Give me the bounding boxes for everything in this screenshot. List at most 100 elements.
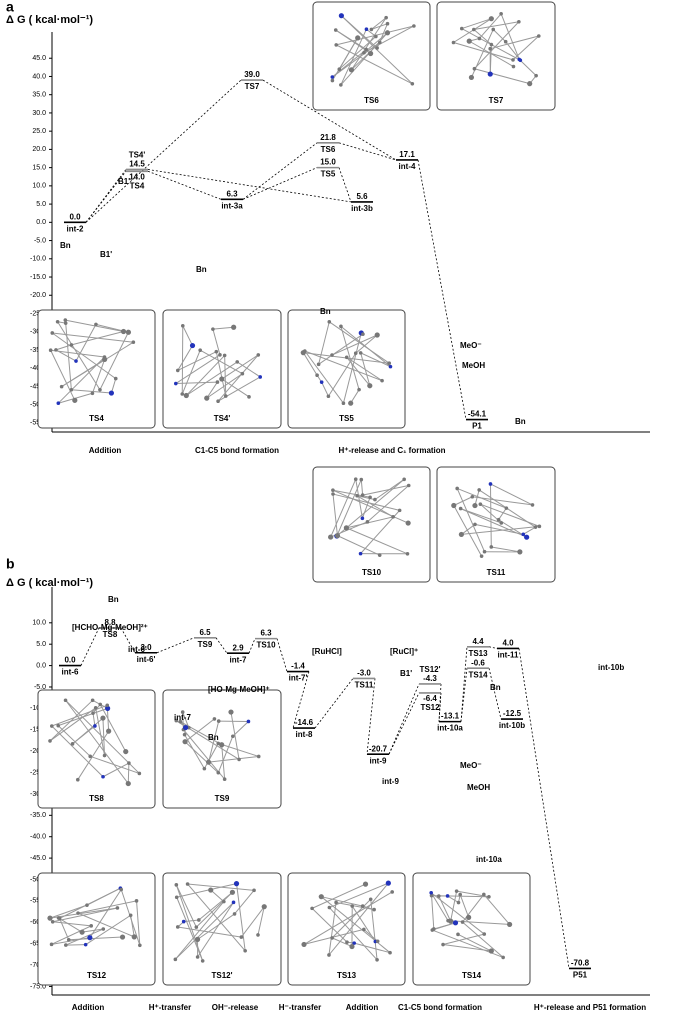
bond	[500, 13, 520, 60]
atom	[223, 394, 228, 398]
atom	[333, 28, 338, 32]
atom	[330, 75, 335, 79]
atom	[93, 706, 98, 710]
atom	[195, 955, 200, 959]
atom	[479, 554, 484, 558]
bond	[217, 736, 234, 773]
bond	[329, 882, 389, 909]
bond	[332, 493, 338, 536]
state-label: int-6	[62, 668, 79, 677]
atom	[374, 34, 378, 39]
atom	[189, 342, 196, 349]
annotation: int-6'	[128, 645, 147, 654]
atom	[48, 739, 52, 743]
atom	[501, 955, 505, 960]
atom	[377, 553, 382, 557]
bond	[523, 526, 536, 535]
bond	[328, 907, 378, 961]
bond	[49, 707, 96, 742]
atom	[362, 50, 366, 55]
bond	[177, 926, 242, 938]
energy-value-label: 4.0	[502, 639, 514, 648]
atom	[348, 67, 355, 73]
bond	[498, 507, 507, 520]
bond	[176, 883, 237, 898]
atom	[339, 324, 343, 329]
energy-value-label: -70.8	[571, 959, 590, 968]
bond	[203, 743, 219, 769]
bond	[184, 734, 205, 769]
atom	[405, 520, 411, 526]
annotation: Bn	[108, 595, 119, 604]
atom	[101, 774, 105, 779]
atom	[360, 904, 365, 908]
atom	[88, 754, 93, 759]
state-label: TS4	[130, 181, 145, 190]
atom	[341, 401, 346, 406]
bond	[362, 485, 409, 496]
bond	[302, 352, 318, 376]
atom	[301, 941, 307, 948]
state-label: int-6'	[137, 655, 156, 664]
atom	[175, 925, 180, 929]
atom	[364, 47, 369, 52]
atom	[83, 942, 88, 947]
energy-value-label: -3.0	[357, 669, 371, 678]
atom	[534, 73, 538, 78]
bond	[182, 325, 193, 346]
atom	[334, 900, 338, 905]
atom	[326, 394, 331, 399]
atom	[361, 332, 365, 336]
atom	[488, 46, 492, 51]
bond	[77, 912, 135, 938]
bond	[230, 711, 240, 760]
atom	[372, 907, 376, 912]
bond	[212, 329, 221, 355]
atom	[256, 933, 260, 937]
atom	[349, 943, 355, 950]
atom	[56, 916, 61, 920]
atom	[93, 724, 97, 728]
atom	[63, 318, 68, 322]
state-label: TS4'	[129, 151, 146, 160]
atom	[388, 950, 392, 955]
atom	[388, 364, 393, 369]
bond	[65, 319, 124, 332]
annotation: [RuCl]⁺	[390, 647, 418, 656]
atom	[537, 524, 542, 529]
atom	[89, 924, 94, 928]
atom	[69, 343, 74, 347]
structure-box	[162, 309, 282, 429]
bond	[95, 707, 106, 756]
connector	[85, 169, 127, 223]
atom	[521, 532, 526, 537]
bond	[303, 891, 393, 945]
atom	[56, 723, 61, 728]
atom	[451, 40, 456, 45]
atom	[374, 332, 380, 338]
atom	[488, 16, 494, 22]
atom	[360, 493, 365, 497]
atom	[477, 488, 481, 492]
atom	[180, 323, 185, 328]
atom	[125, 329, 132, 335]
atom	[131, 340, 136, 345]
atom	[360, 516, 365, 521]
bond	[490, 483, 533, 506]
atom	[367, 383, 373, 389]
x-category-label: C1-C5 bond formation	[195, 446, 279, 455]
bond	[180, 721, 222, 746]
bond	[49, 904, 88, 919]
state-label: int-2	[67, 224, 84, 233]
atom	[446, 918, 450, 923]
atom	[343, 525, 349, 531]
atom	[174, 895, 179, 900]
bond	[181, 350, 201, 395]
atom	[205, 759, 212, 765]
atom	[368, 897, 373, 902]
atom	[456, 900, 461, 905]
energy-value-label: 21.8	[320, 133, 336, 142]
atom	[128, 913, 133, 918]
atom	[63, 321, 68, 325]
annotation: Bn	[490, 683, 501, 692]
